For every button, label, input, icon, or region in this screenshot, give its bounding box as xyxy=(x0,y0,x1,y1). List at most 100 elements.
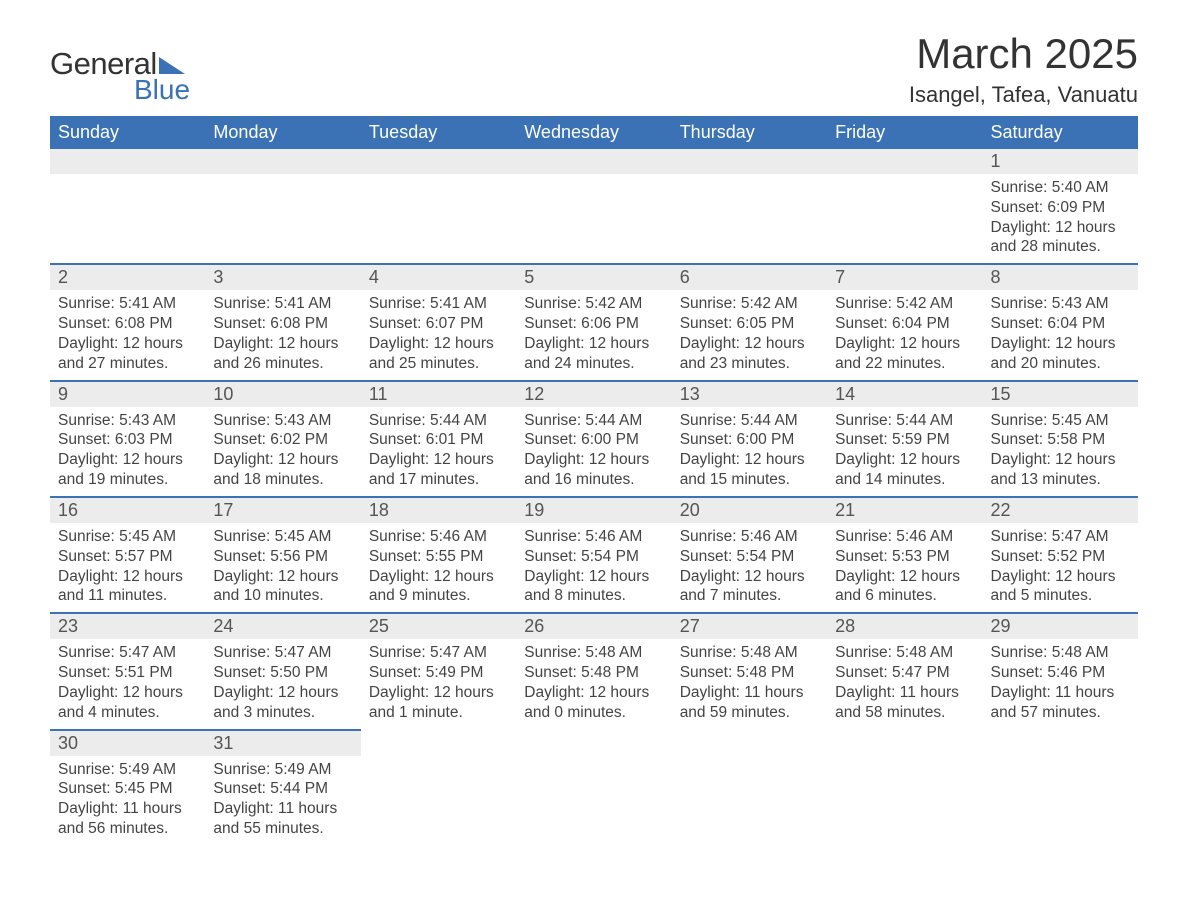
day-number-cell xyxy=(827,730,982,756)
day-number-cell: 13 xyxy=(672,381,827,407)
day-number-cell: 2 xyxy=(50,264,205,290)
day-content-cell: Sunrise: 5:48 AMSunset: 5:48 PMDaylight:… xyxy=(516,639,671,729)
day-info-line: Sunset: 5:47 PM xyxy=(835,663,974,683)
day-content-row: Sunrise: 5:49 AMSunset: 5:45 PMDaylight:… xyxy=(50,756,1138,845)
day-number-row: 16171819202122 xyxy=(50,497,1138,523)
day-info-line: Daylight: 12 hours xyxy=(58,450,197,470)
day-info-line: Daylight: 12 hours xyxy=(835,450,974,470)
day-info-line: Sunrise: 5:47 AM xyxy=(213,643,352,663)
day-number-cell: 24 xyxy=(205,613,360,639)
day-info-line: Sunset: 5:48 PM xyxy=(524,663,663,683)
day-number-cell: 7 xyxy=(827,264,982,290)
day-content-row: Sunrise: 5:45 AMSunset: 5:57 PMDaylight:… xyxy=(50,523,1138,613)
day-info-line: and 57 minutes. xyxy=(991,703,1130,723)
day-number-cell: 18 xyxy=(361,497,516,523)
day-info-line: Sunrise: 5:46 AM xyxy=(835,527,974,547)
day-info-line: Sunset: 5:57 PM xyxy=(58,547,197,567)
day-name: Tuesday xyxy=(361,116,516,149)
day-content-cell xyxy=(672,174,827,264)
day-info-line: Sunrise: 5:48 AM xyxy=(991,643,1130,663)
day-content-cell: Sunrise: 5:44 AMSunset: 5:59 PMDaylight:… xyxy=(827,407,982,497)
day-number-cell: 16 xyxy=(50,497,205,523)
day-info-line: Sunrise: 5:48 AM xyxy=(680,643,819,663)
day-info-line: Daylight: 12 hours xyxy=(991,334,1130,354)
day-info-line: and 17 minutes. xyxy=(369,470,508,490)
day-content-cell xyxy=(516,174,671,264)
day-info-line: and 9 minutes. xyxy=(369,586,508,606)
day-content-row: Sunrise: 5:41 AMSunset: 6:08 PMDaylight:… xyxy=(50,290,1138,380)
day-number-cell: 6 xyxy=(672,264,827,290)
day-info-line: Daylight: 12 hours xyxy=(680,450,819,470)
day-info-line: Sunrise: 5:41 AM xyxy=(369,294,508,314)
day-info-line: Sunset: 6:04 PM xyxy=(835,314,974,334)
day-number-cell: 17 xyxy=(205,497,360,523)
day-content-cell: Sunrise: 5:42 AMSunset: 6:06 PMDaylight:… xyxy=(516,290,671,380)
day-number-cell xyxy=(516,149,671,174)
day-info-line: and 23 minutes. xyxy=(680,354,819,374)
day-info-line: and 14 minutes. xyxy=(835,470,974,490)
day-content-cell: Sunrise: 5:42 AMSunset: 6:05 PMDaylight:… xyxy=(672,290,827,380)
day-content-cell: Sunrise: 5:44 AMSunset: 6:00 PMDaylight:… xyxy=(516,407,671,497)
day-content-cell: Sunrise: 5:46 AMSunset: 5:55 PMDaylight:… xyxy=(361,523,516,613)
day-content-cell xyxy=(827,756,982,845)
day-info-line: Daylight: 12 hours xyxy=(524,567,663,587)
day-info-line: Sunrise: 5:43 AM xyxy=(991,294,1130,314)
day-name: Thursday xyxy=(672,116,827,149)
day-info-line: Daylight: 12 hours xyxy=(835,567,974,587)
day-name-row: Sunday Monday Tuesday Wednesday Thursday… xyxy=(50,116,1138,149)
day-info-line: Sunset: 5:46 PM xyxy=(991,663,1130,683)
day-number-cell xyxy=(361,149,516,174)
day-info-line: and 58 minutes. xyxy=(835,703,974,723)
day-content-cell: Sunrise: 5:45 AMSunset: 5:57 PMDaylight:… xyxy=(50,523,205,613)
day-info-line: Daylight: 12 hours xyxy=(680,567,819,587)
day-content-cell: Sunrise: 5:43 AMSunset: 6:04 PMDaylight:… xyxy=(983,290,1138,380)
day-number-cell: 27 xyxy=(672,613,827,639)
day-info-line: Sunset: 5:59 PM xyxy=(835,430,974,450)
day-info-line: Sunrise: 5:47 AM xyxy=(991,527,1130,547)
day-info-line: Sunrise: 5:42 AM xyxy=(835,294,974,314)
day-info-line: Sunrise: 5:48 AM xyxy=(835,643,974,663)
calendar-table: Sunday Monday Tuesday Wednesday Thursday… xyxy=(50,116,1138,845)
day-content-cell: Sunrise: 5:47 AMSunset: 5:49 PMDaylight:… xyxy=(361,639,516,729)
day-info-line: Sunset: 6:03 PM xyxy=(58,430,197,450)
day-info-line: Daylight: 12 hours xyxy=(213,683,352,703)
day-info-line: and 27 minutes. xyxy=(58,354,197,374)
day-content-cell: Sunrise: 5:45 AMSunset: 5:58 PMDaylight:… xyxy=(983,407,1138,497)
day-info-line: and 28 minutes. xyxy=(991,237,1130,257)
day-info-line: Daylight: 12 hours xyxy=(369,683,508,703)
day-number-cell xyxy=(672,149,827,174)
day-content-cell: Sunrise: 5:42 AMSunset: 6:04 PMDaylight:… xyxy=(827,290,982,380)
day-info-line: Sunset: 6:08 PM xyxy=(58,314,197,334)
day-content-cell: Sunrise: 5:48 AMSunset: 5:46 PMDaylight:… xyxy=(983,639,1138,729)
day-content-cell: Sunrise: 5:47 AMSunset: 5:50 PMDaylight:… xyxy=(205,639,360,729)
day-content-cell: Sunrise: 5:47 AMSunset: 5:52 PMDaylight:… xyxy=(983,523,1138,613)
day-info-line: Sunset: 6:04 PM xyxy=(991,314,1130,334)
day-info-line: Sunset: 6:09 PM xyxy=(991,198,1130,218)
day-content-cell xyxy=(361,174,516,264)
day-info-line: and 15 minutes. xyxy=(680,470,819,490)
day-name: Sunday xyxy=(50,116,205,149)
day-info-line: and 7 minutes. xyxy=(680,586,819,606)
day-info-line: Sunset: 5:52 PM xyxy=(991,547,1130,567)
day-content-row: Sunrise: 5:47 AMSunset: 5:51 PMDaylight:… xyxy=(50,639,1138,729)
day-content-cell xyxy=(827,174,982,264)
day-content-cell xyxy=(50,174,205,264)
day-info-line: and 3 minutes. xyxy=(213,703,352,723)
day-info-line: Daylight: 12 hours xyxy=(58,334,197,354)
day-info-line: Sunrise: 5:46 AM xyxy=(680,527,819,547)
day-number-cell xyxy=(50,149,205,174)
day-number-cell: 4 xyxy=(361,264,516,290)
logo: General Blue xyxy=(50,46,190,106)
day-info-line: Daylight: 12 hours xyxy=(213,334,352,354)
day-number-row: 23242526272829 xyxy=(50,613,1138,639)
day-info-line: Sunrise: 5:47 AM xyxy=(369,643,508,663)
day-content-row: Sunrise: 5:43 AMSunset: 6:03 PMDaylight:… xyxy=(50,407,1138,497)
day-number-cell xyxy=(205,149,360,174)
day-info-line: and 4 minutes. xyxy=(58,703,197,723)
day-info-line: Sunset: 5:58 PM xyxy=(991,430,1130,450)
day-info-line: Daylight: 12 hours xyxy=(369,450,508,470)
day-content-cell xyxy=(983,756,1138,845)
day-content-cell: Sunrise: 5:47 AMSunset: 5:51 PMDaylight:… xyxy=(50,639,205,729)
day-content-row: Sunrise: 5:40 AMSunset: 6:09 PMDaylight:… xyxy=(50,174,1138,264)
day-info-line: Sunrise: 5:41 AM xyxy=(58,294,197,314)
